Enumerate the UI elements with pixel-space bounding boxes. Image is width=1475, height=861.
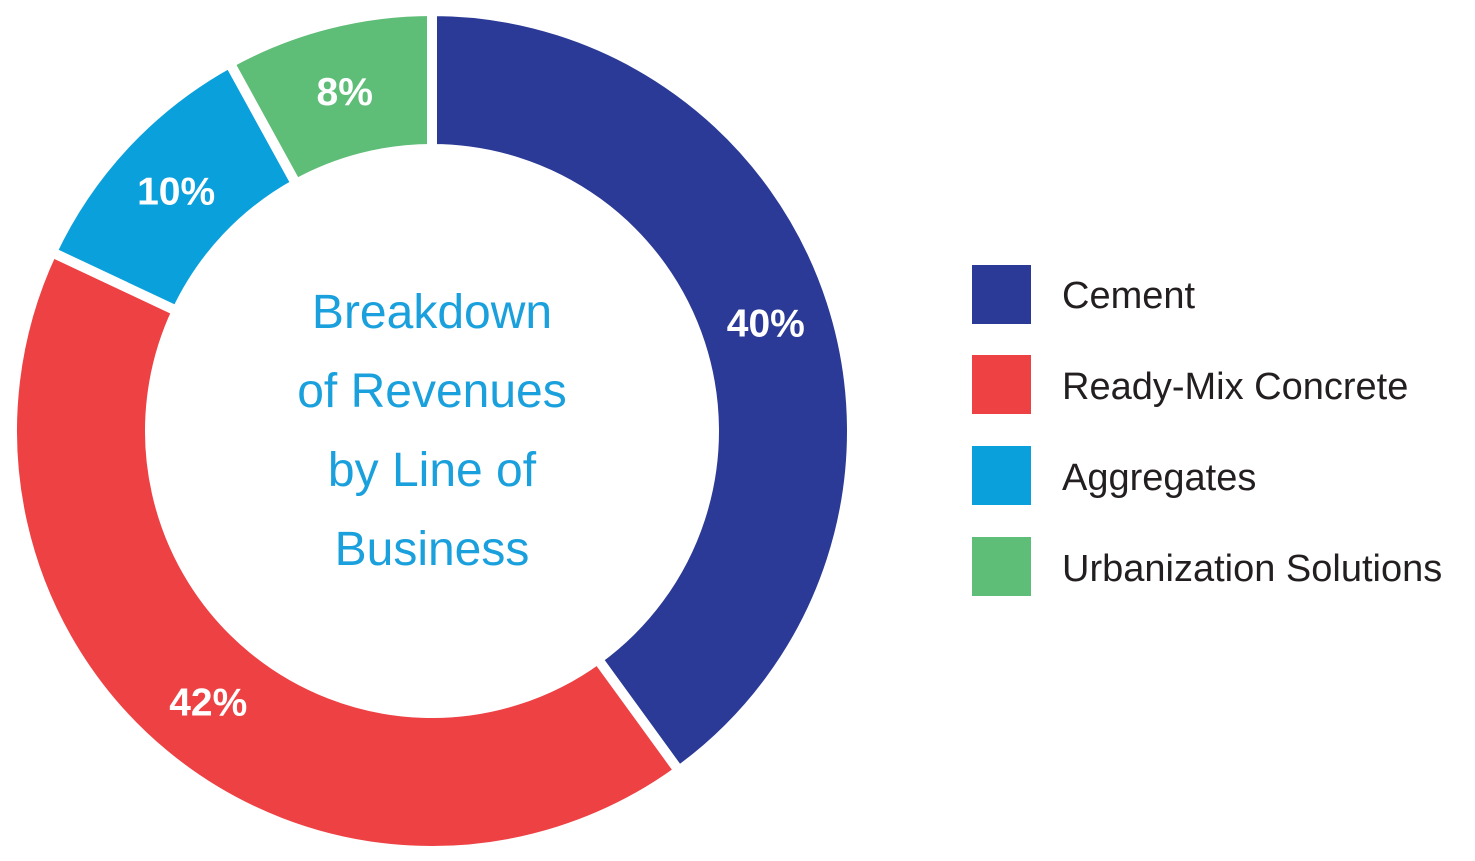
legend-item: Urbanization Solutions (972, 537, 1442, 596)
chart-title: Breakdown of Revenues by Line of Busines… (297, 286, 567, 576)
donut-slices (7, 5, 857, 856)
legend: Cement Ready-Mix Concrete Aggregates Urb… (972, 265, 1442, 596)
legend-swatch-ready-mix-concrete (972, 355, 1031, 414)
legend-item: Ready-Mix Concrete (972, 355, 1408, 414)
legend-item: Cement (972, 265, 1195, 324)
legend-label-urbanization-solutions: Urbanization Solutions (1062, 548, 1442, 590)
chart-title-line: by Line of (328, 444, 537, 497)
legend-label-cement: Cement (1062, 275, 1195, 317)
chart-title-line: Breakdown (312, 286, 552, 339)
chart-title-line: of Revenues (297, 365, 567, 418)
chart-title-line: Business (335, 523, 530, 576)
legend-label-ready-mix-concrete: Ready-Mix Concrete (1062, 366, 1408, 408)
legend-label-aggregates: Aggregates (1062, 457, 1256, 499)
slice-urbanization-solutions (222, 5, 437, 191)
slice-label-cement: 40% (727, 303, 805, 346)
slice-labels: 40% 42% 10% 8% (137, 71, 805, 724)
slice-cement (427, 5, 857, 778)
legend-swatch-cement (972, 265, 1031, 324)
slice-label-urbanization-solutions: 8% (317, 71, 373, 114)
legend-item: Aggregates (972, 446, 1256, 505)
slice-label-ready-mix-concrete: 42% (169, 681, 247, 724)
slice-label-aggregates: 10% (137, 171, 215, 214)
legend-swatch-urbanization-solutions (972, 537, 1031, 596)
slice-ready-mix-concrete (7, 245, 686, 856)
legend-swatch-aggregates (972, 446, 1031, 505)
